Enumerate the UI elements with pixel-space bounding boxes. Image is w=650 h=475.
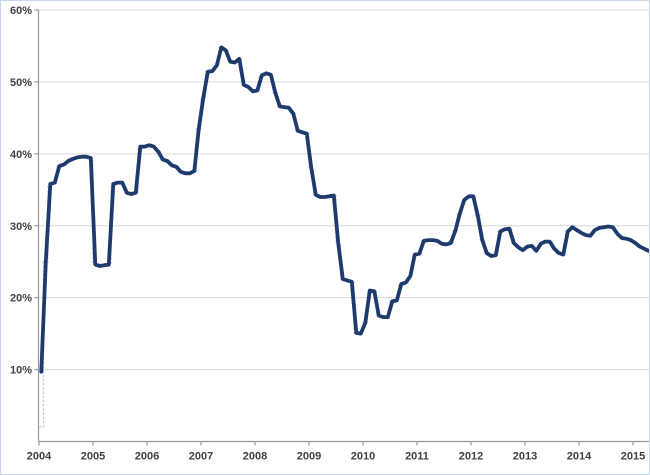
y-axis-label: 60% bbox=[10, 5, 32, 17]
gridlines bbox=[38, 9, 649, 371]
x-axis-label: 2008 bbox=[243, 451, 267, 463]
y-axis-label: 50% bbox=[10, 77, 32, 89]
x-axis-label: 2009 bbox=[297, 451, 321, 463]
series-lines bbox=[39, 45, 649, 428]
y-axis-label: 20% bbox=[10, 293, 32, 305]
main-line-series bbox=[39, 45, 649, 374]
y-axis-label: 40% bbox=[10, 149, 32, 161]
x-axis-label: 2012 bbox=[459, 451, 483, 463]
x-axis-label: 2013 bbox=[513, 451, 537, 463]
x-axis-labels: 2004 2005 2006 2007 2008 2009 2010 2011 2012 2013… bbox=[27, 451, 645, 463]
x-axis-label: 2005 bbox=[81, 451, 105, 463]
y-axis-labels: 10% 20% 30% 40% 50% 60% bbox=[10, 5, 32, 377]
x-axis-label: 2004 bbox=[27, 451, 52, 463]
x-axis-label: 2011 bbox=[405, 451, 429, 463]
axes bbox=[34, 9, 649, 446]
x-axis-label: 2006 bbox=[135, 451, 159, 463]
step-line-series bbox=[39, 46, 649, 428]
y-axis-label: 30% bbox=[10, 221, 32, 233]
x-axis-label: 2010 bbox=[351, 451, 375, 463]
y-axis-label: 10% bbox=[10, 365, 32, 377]
x-axis-label: 2014 bbox=[567, 451, 592, 463]
x-axis-label: 2007 bbox=[189, 451, 213, 463]
x-axis-label: 2015 bbox=[621, 451, 645, 463]
